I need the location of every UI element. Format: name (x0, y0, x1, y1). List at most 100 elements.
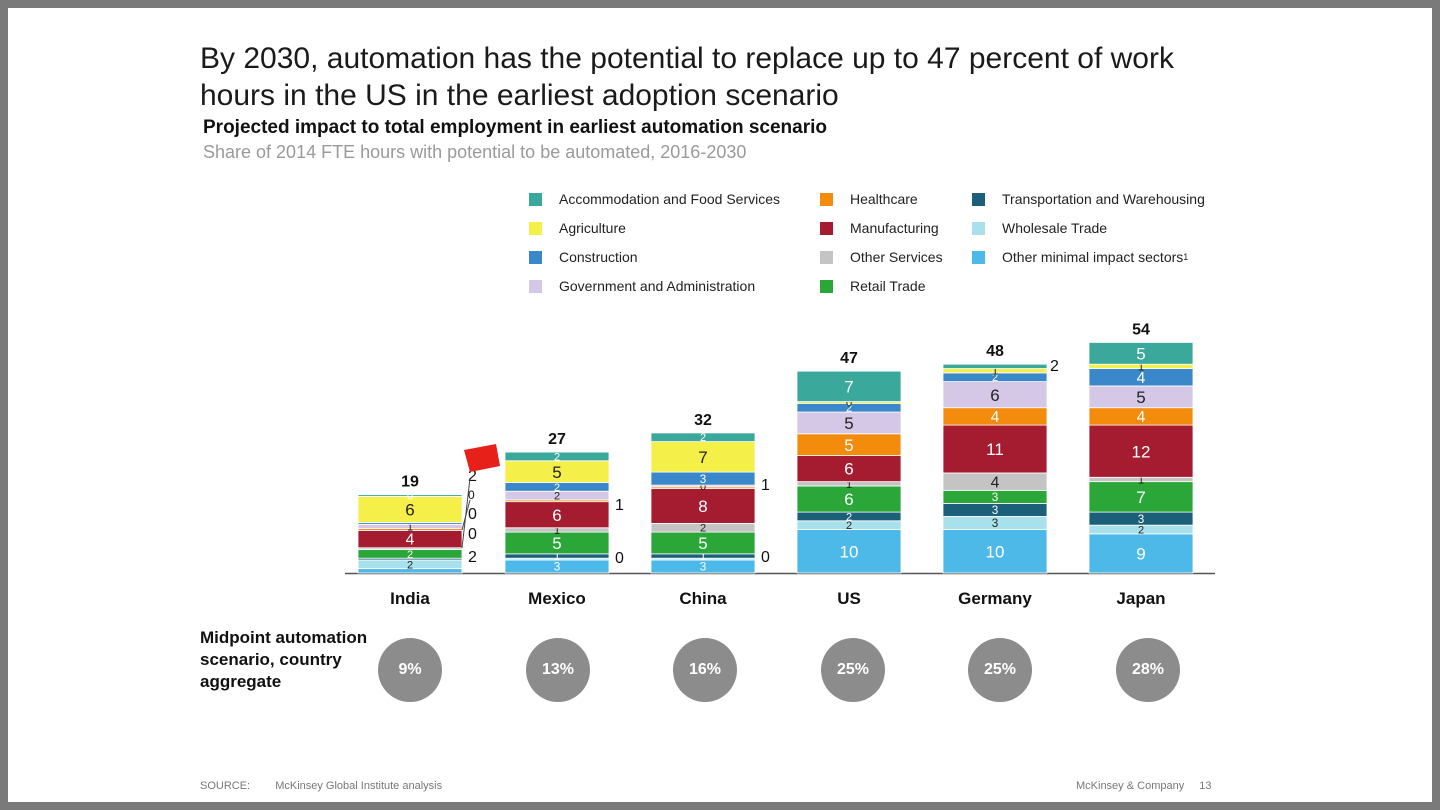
legend-swatch (972, 221, 985, 235)
segment-label: 10 (986, 542, 1005, 561)
callout-label: 0 (468, 506, 477, 523)
bar-total-label: 54 (1132, 321, 1150, 338)
footer-source: SOURCE: McKinsey Global Institute analys… (200, 780, 442, 792)
bar-segment (942, 381, 1048, 409)
callout-label: 0 (615, 550, 624, 567)
segment-label: 1 (1138, 361, 1144, 373)
bar-segment (942, 529, 1048, 574)
segment-label: 1 (407, 521, 413, 533)
segment-label: 4 (406, 532, 415, 549)
segment-label: 5 (552, 534, 561, 553)
leader-line (461, 499, 471, 531)
legend-item-government: Government and Administration (529, 278, 755, 294)
slide: By 2030, automation has the potential to… (8, 8, 1432, 802)
segment-label: 3 (992, 504, 999, 517)
legend-label: Other minimal impact sectors (1002, 249, 1184, 265)
bar-segment (796, 370, 902, 403)
source-label: SOURCE: (200, 780, 251, 792)
legend-item-retail: Retail Trade (820, 278, 925, 294)
segment-label: 4 (991, 409, 1000, 426)
segment-label: 1 (554, 525, 560, 537)
legend-item-transportation: Transportation and Warehousing (972, 191, 1205, 207)
segment-label: 2 (554, 451, 560, 463)
segment-label: 12 (1132, 442, 1151, 461)
segment-label: 5 (698, 534, 707, 553)
legend-item-healthcare: Healthcare (820, 191, 918, 207)
bar-segment (504, 501, 610, 529)
legend-swatch (820, 221, 833, 235)
legend-swatch (972, 250, 985, 264)
legend-swatch (529, 221, 542, 235)
segment-label: 10 (840, 542, 859, 561)
segment-label: 4 (1137, 370, 1146, 387)
segment-label: 8 (698, 497, 707, 516)
bar-segment (504, 451, 610, 462)
bar-segment (650, 432, 756, 443)
callout-label: 1 (615, 497, 624, 514)
segment-label: 9 (1136, 545, 1145, 564)
midpoint-circle: 25% (968, 638, 1032, 702)
legend-label: Other Services (850, 249, 943, 265)
legend-swatch (972, 192, 985, 206)
midpoint-circle: 13% (526, 638, 590, 702)
segment-label: 5 (1136, 388, 1145, 407)
callout-label: 1 (761, 477, 770, 494)
segment-label: 7 (844, 378, 853, 397)
bar-segment (650, 488, 756, 524)
segment-label: 2 (407, 559, 413, 571)
midpoint-circle: 16% (673, 638, 737, 702)
segment-label: 2 (1138, 524, 1144, 536)
legend-item-other-services: Other Services (820, 249, 943, 265)
bar-segment (796, 529, 902, 574)
callout-label: 2 (1050, 358, 1059, 375)
bar-segment (650, 441, 756, 473)
bar-total-label: 47 (840, 350, 858, 367)
midpoint-label: Midpoint automation scenario, country ag… (200, 628, 368, 691)
segment-label: 7 (698, 448, 707, 467)
flag-icon (464, 444, 500, 472)
category-label: Mexico (528, 589, 586, 608)
bar-segment (1088, 342, 1194, 365)
legend-swatch (529, 279, 542, 293)
legend-superscript: 1 (1183, 252, 1189, 262)
bar-segment (357, 494, 463, 497)
callout-label: 0 (468, 526, 477, 543)
midpoint-circle: 28% (1116, 638, 1180, 702)
segment-label: 6 (552, 506, 561, 525)
segment-label: 3 (992, 517, 999, 530)
footer-brand: McKinsey & Company 13 (1076, 780, 1212, 792)
bar-segment (1088, 481, 1194, 513)
headline: By 2030, automation has the potential to… (200, 42, 1174, 112)
segment-label: 1 (1138, 474, 1144, 486)
segment-label: 0 (407, 491, 413, 503)
bar-segment (942, 424, 1048, 474)
bar-segment (1088, 533, 1194, 574)
segment-label: 2 (846, 403, 852, 415)
bar-total-label: 19 (401, 474, 419, 491)
legend: Accommodation and Food Services Agricult… (529, 182, 1249, 302)
segment-label: 3 (1138, 513, 1145, 526)
bar-total-label: 27 (548, 431, 566, 448)
legend-label: Wholesale Trade (1002, 220, 1108, 236)
segment-label: 2 (554, 491, 560, 503)
legend-label: Agriculture (559, 220, 626, 236)
bar-segment (942, 363, 1048, 369)
category-label: US (837, 589, 861, 608)
category-label: India (390, 589, 430, 608)
legend-label: Construction (559, 249, 638, 265)
segment-label: 6 (990, 386, 999, 405)
legend-item-construction: Construction (529, 249, 638, 265)
callout-label: 0 (468, 488, 475, 502)
segment-label: 6 (405, 501, 414, 520)
segment-label: 0 (846, 397, 852, 409)
bar-segment (1088, 424, 1194, 478)
segment-label: 5 (1136, 344, 1145, 363)
segment-label: 2 (407, 549, 413, 561)
segment-label: 3 (700, 561, 707, 574)
segment-label: 2 (846, 520, 852, 532)
segment-label: 5 (844, 414, 853, 433)
segment-label: 5 (552, 463, 561, 482)
segment-label: 2 (700, 523, 706, 535)
legend-label: Accommodation and Food Services (559, 191, 780, 207)
